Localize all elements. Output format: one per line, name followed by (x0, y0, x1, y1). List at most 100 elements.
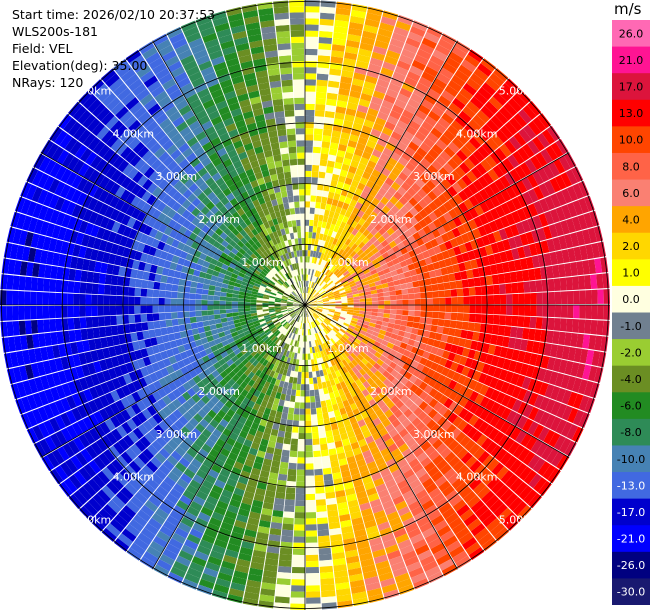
velocity-gate (305, 18, 319, 25)
velocity-gate (527, 140, 540, 155)
velocity-gate (442, 189, 453, 201)
velocity-gate (289, 456, 298, 464)
velocity-gate (323, 268, 329, 275)
velocity-gate (364, 18, 380, 28)
velocity-gate (447, 79, 462, 93)
velocity-gate (432, 297, 440, 305)
velocity-gate (308, 371, 313, 379)
velocity-gate (438, 204, 448, 215)
velocity-gate (505, 186, 517, 200)
velocity-gate (445, 297, 452, 305)
velocity-gate (405, 37, 421, 49)
velocity-gate (355, 230, 363, 239)
velocity-gate (291, 579, 305, 586)
velocity-gate (468, 287, 476, 296)
velocity-gate (368, 243, 376, 252)
velocity-gate (42, 305, 50, 319)
velocity-gate (294, 518, 305, 525)
velocity-gate (455, 320, 463, 330)
velocity-gate (328, 281, 335, 287)
velocity-gate (372, 239, 381, 248)
velocity-gate (6, 321, 14, 337)
velocity-gate (312, 158, 320, 166)
velocity-gate (532, 215, 543, 229)
velocity-gate (349, 269, 357, 275)
velocity-gate (321, 596, 337, 604)
velocity-gate (417, 104, 431, 116)
velocity-gate (487, 295, 495, 305)
velocity-gate (481, 82, 497, 96)
velocity-gate (195, 299, 202, 305)
velocity-gate (509, 168, 522, 183)
velocity-gate (202, 283, 210, 290)
velocity-gate (369, 254, 377, 262)
velocity-gate (398, 171, 409, 182)
velocity-gate (103, 284, 111, 295)
velocity-gate (318, 258, 323, 266)
velocity-gate (420, 158, 432, 169)
velocity-gate (320, 584, 335, 592)
velocity-gate (456, 312, 464, 321)
velocity-gate (337, 143, 348, 152)
velocity-gate (359, 251, 367, 259)
velocity-gate (311, 426, 319, 433)
velocity-gate (446, 265, 455, 275)
velocity-gate (517, 282, 525, 294)
velocity-gate (67, 293, 74, 305)
velocity-gate (340, 293, 347, 298)
velocity-gate (129, 323, 137, 333)
velocity-gate (349, 134, 360, 143)
velocity-gate (195, 305, 202, 311)
velocity-gate (602, 320, 610, 336)
velocity-gate (207, 310, 215, 316)
velocity-gate (348, 185, 357, 194)
velocity-gate (487, 168, 499, 182)
velocity-gate (414, 131, 427, 142)
velocity-gate (597, 305, 604, 320)
velocity-gate (334, 295, 341, 299)
velocity-gate (536, 132, 550, 148)
velocity-gate (355, 168, 365, 177)
velocity-gate (115, 295, 123, 305)
velocity-gate (316, 277, 321, 284)
velocity-gate (404, 76, 418, 88)
velocity-gate (312, 250, 317, 258)
velocity-gate (291, 585, 305, 592)
velocity-gate (310, 250, 314, 257)
velocity-gate (404, 103, 418, 115)
velocity-gate (429, 54, 445, 67)
velocity-gate (322, 135, 332, 143)
velocity-gate (129, 277, 137, 288)
velocity-gate (297, 445, 305, 452)
velocity-gate (603, 289, 610, 304)
velocity-gate (457, 224, 467, 235)
velocity-gate (152, 305, 159, 313)
velocity-gate (171, 284, 179, 292)
velocity-gate (468, 219, 478, 230)
velocity-gate (195, 310, 202, 317)
velocity-gate (390, 131, 402, 141)
velocity-gate (369, 211, 378, 220)
velocity-gate (299, 353, 303, 360)
velocity-gate (412, 231, 421, 241)
velocity-gate (319, 24, 334, 32)
velocity-gate (550, 142, 564, 158)
velocity-gate (416, 48, 432, 60)
velocity-gate (394, 65, 409, 77)
velocity-gate (431, 159, 443, 171)
velocity-gate (342, 64, 355, 73)
velocity-gate (324, 276, 330, 283)
velocity-gate (404, 146, 416, 157)
velocity-gate (328, 411, 335, 419)
velocity-gate (281, 412, 288, 420)
velocity-gate (308, 274, 312, 282)
velocity-gate (361, 280, 369, 286)
velocity-gate (499, 315, 507, 326)
velocity-gate (430, 175, 441, 187)
velocity-gate (489, 72, 505, 87)
velocity-gate (445, 174, 457, 186)
velocity-gate (305, 451, 313, 458)
velocity-gate (276, 578, 291, 586)
velocity-gate (444, 240, 453, 250)
